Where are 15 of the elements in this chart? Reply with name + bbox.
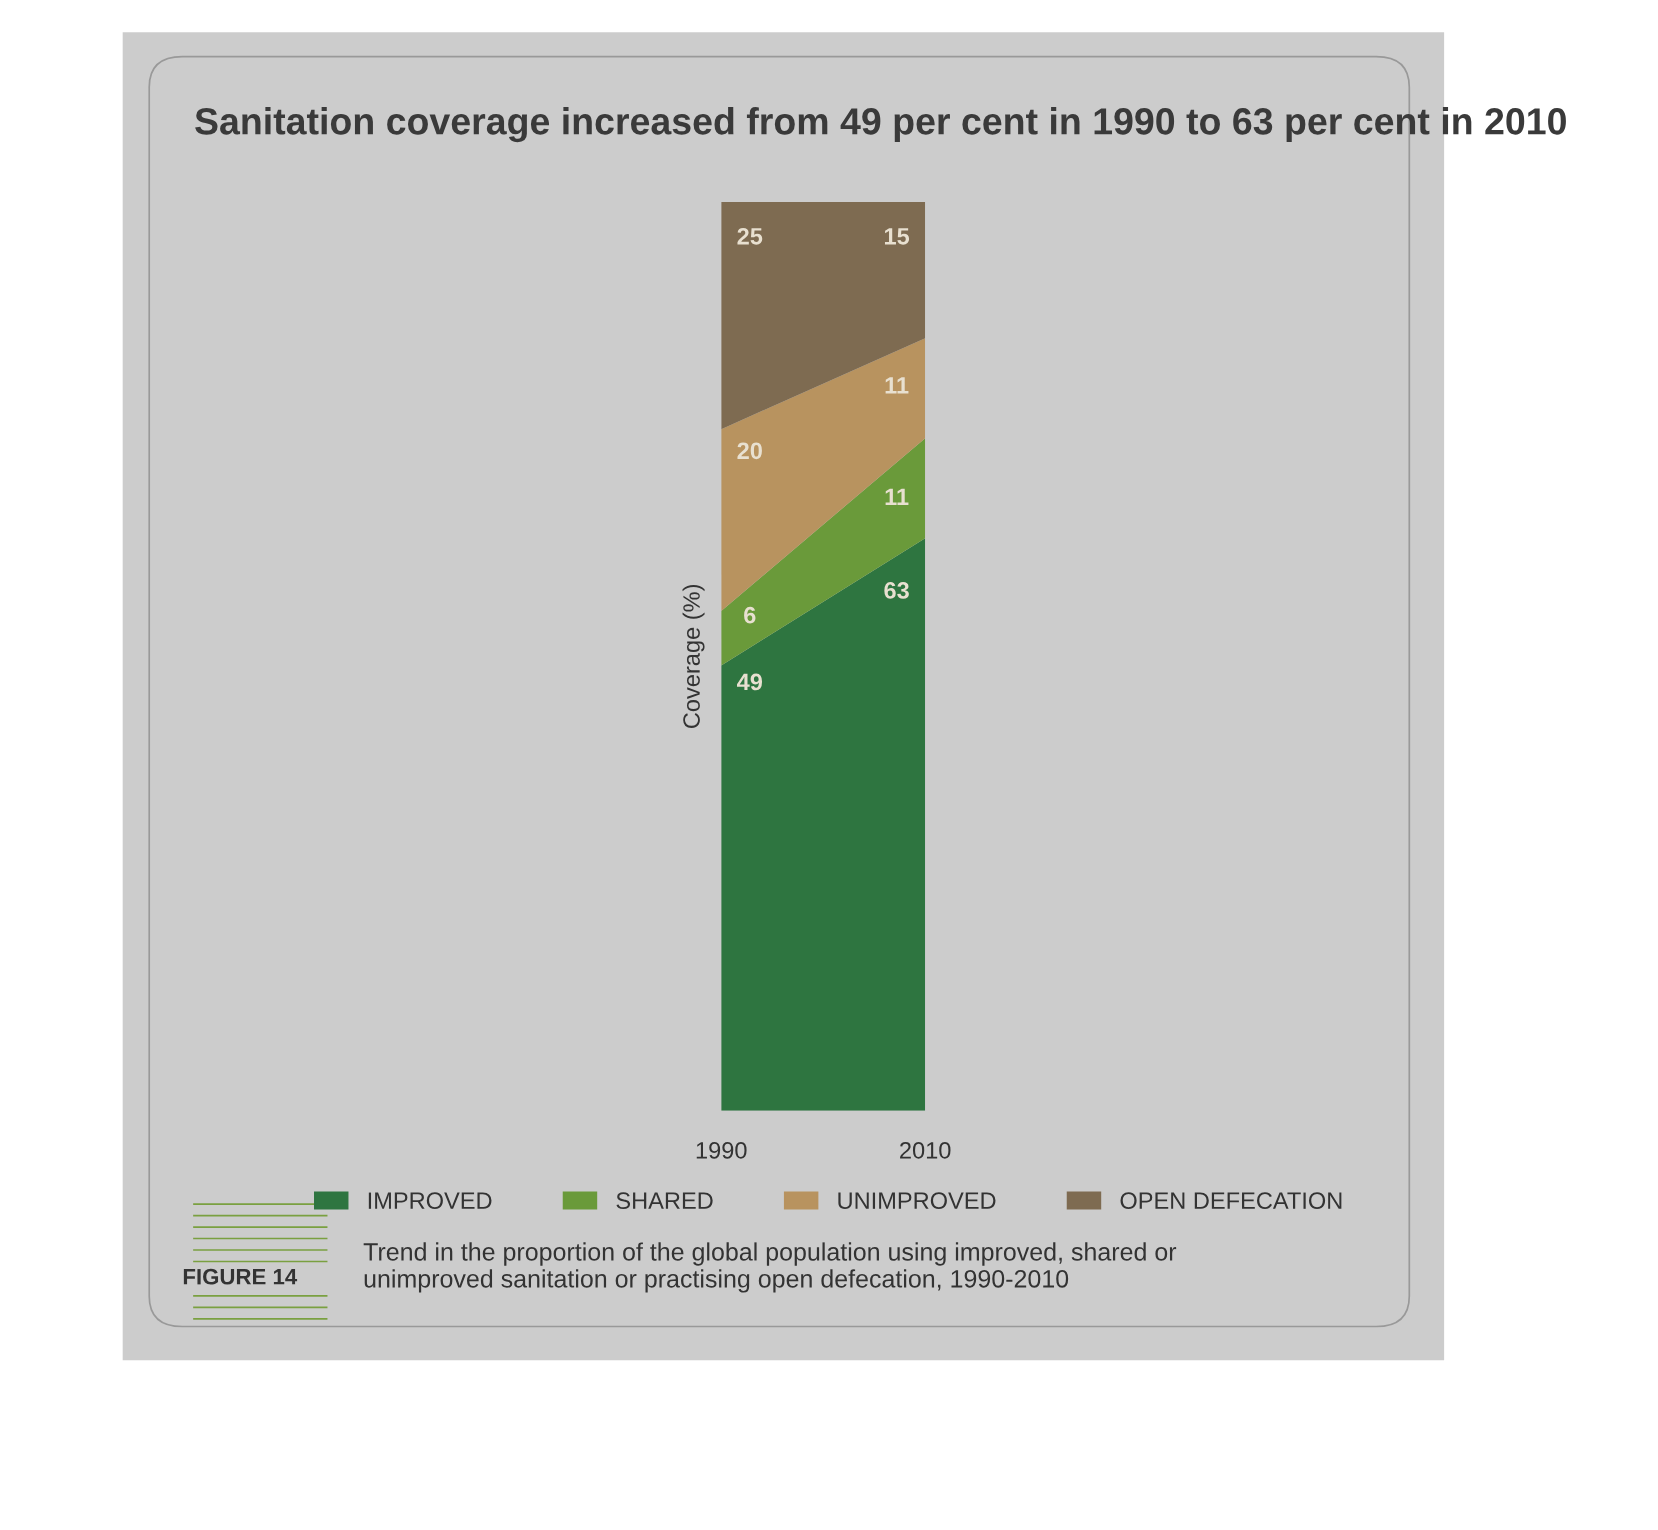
data-label: 11	[885, 488, 909, 505]
data-label: 15	[884, 228, 910, 245]
chart-title: Sanitation coverage increased from 49 per cent in 1990 to 63 per cent in 2010	[195, 107, 1566, 143]
text: Trend in the proportion of the global population using improved, shared or unimproved sanitation or practising open defecation, 1990-2010	[363, 1242, 1177, 1293]
legend-label: IMPROVED	[368, 1192, 492, 1210]
x-tick-label: 1990	[696, 1141, 747, 1159]
data-label: 20	[737, 442, 762, 460]
y-axis-title: Coverage (%)	[682, 585, 705, 728]
x-tick-label: 2010	[900, 1141, 951, 1159]
data-label: 25	[737, 227, 763, 245]
data-label: 11	[885, 377, 909, 394]
legend-label: UNIMPROVED	[838, 1192, 996, 1210]
legend-label: OPEN DEFECATION	[1120, 1192, 1342, 1210]
legend-label: SHARED	[616, 1192, 713, 1210]
caption: FIGURE 14	[183, 1268, 298, 1285]
